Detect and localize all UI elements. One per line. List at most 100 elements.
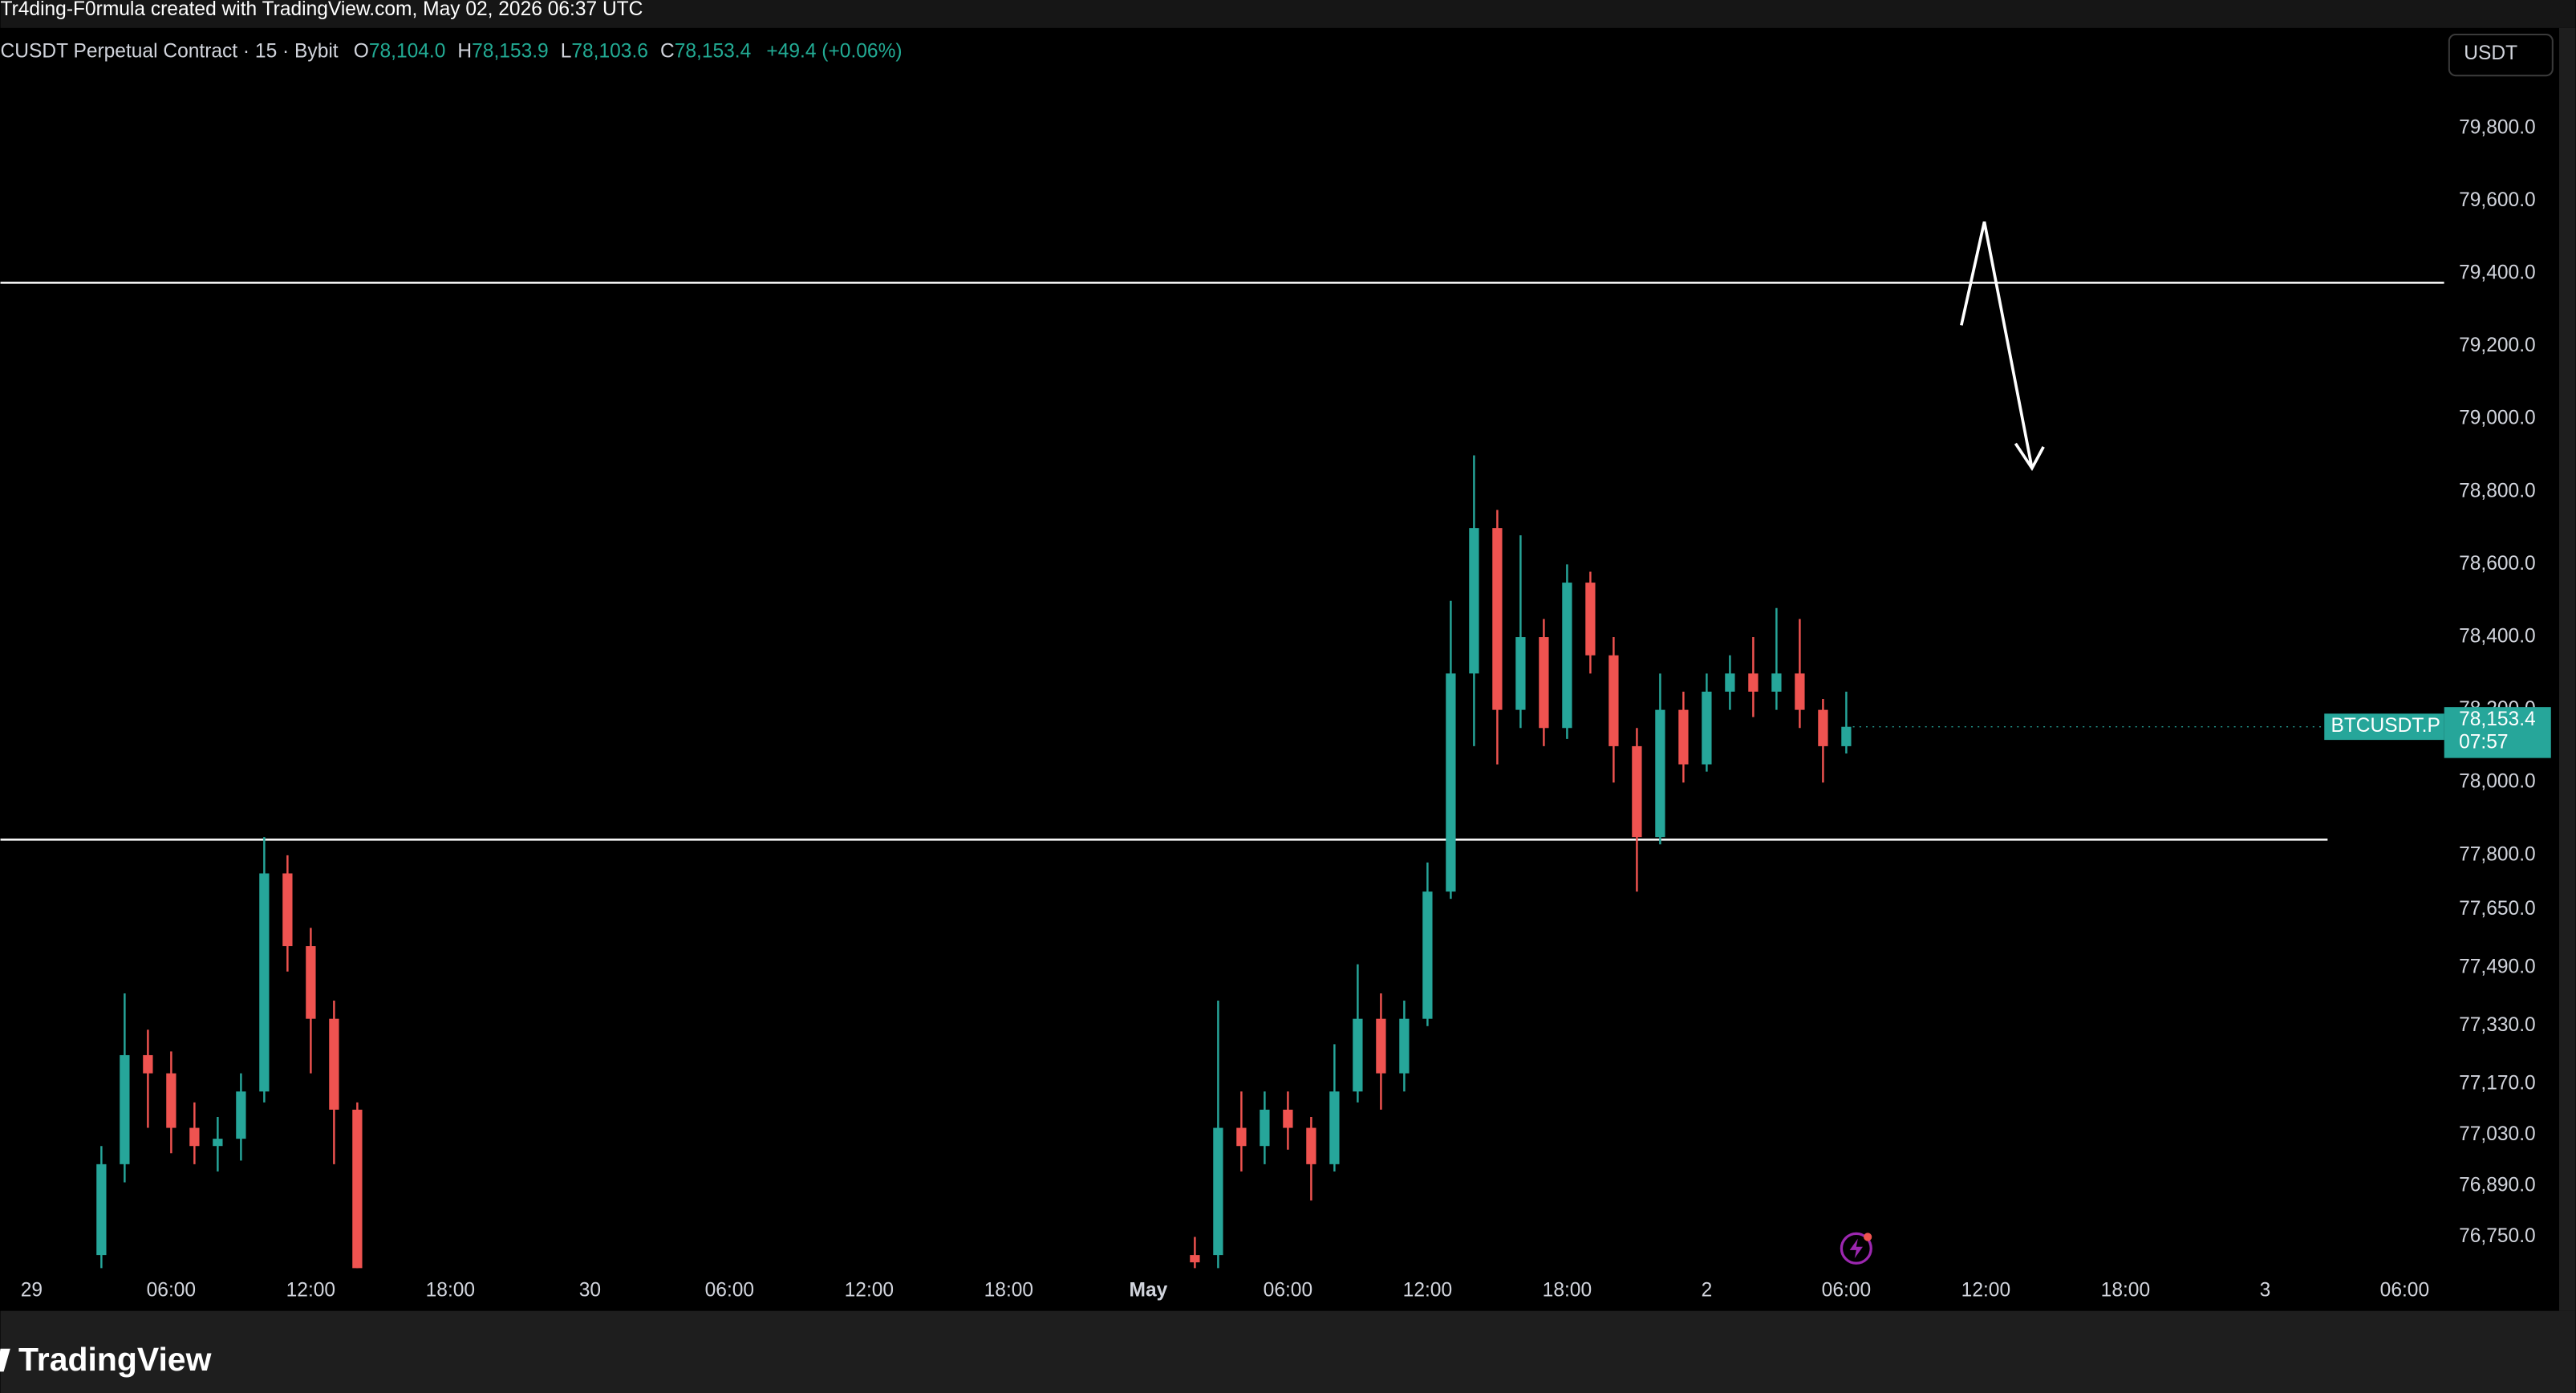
x-tick-label: 12:00	[1403, 1280, 1452, 1302]
x-tick-label: 12:00	[286, 1280, 335, 1302]
y-tick-label: 79,400.0	[2459, 262, 2536, 284]
y-tick-label: 77,800.0	[2459, 843, 2536, 865]
x-tick-label: 06:00	[705, 1280, 754, 1302]
candle-body	[96, 1164, 107, 1256]
y-tick-label: 79,000.0	[2459, 408, 2536, 429]
currency-button[interactable]	[2448, 33, 2554, 77]
candle-body	[1190, 1255, 1200, 1263]
legend-label: O	[354, 41, 369, 63]
candle-body	[1306, 1127, 1316, 1164]
candle-body	[306, 946, 316, 1019]
countdown-label: 07:57	[2459, 732, 2508, 753]
legend-value: 78,103.6	[571, 41, 648, 63]
y-tick-label: 77,650.0	[2459, 898, 2536, 920]
price-badge	[2444, 707, 2551, 758]
legend-value: 78,153.9	[472, 41, 549, 63]
y-tick-label: 78,000.0	[2459, 771, 2536, 793]
candle-body	[1469, 528, 1479, 674]
header-bar	[0, 0, 2576, 28]
candle-body	[259, 873, 270, 1092]
alert-bolt	[1849, 1238, 1864, 1259]
arrow-path	[1960, 221, 2034, 469]
candle-body	[1492, 528, 1503, 710]
candle-body	[1260, 1109, 1270, 1147]
x-tick-label: May	[1130, 1280, 1168, 1302]
header: Tr4ding-F0rmula created with TradingView…	[1, 0, 643, 20]
candle-body	[1678, 709, 1689, 765]
alert-icon[interactable]	[1840, 1232, 1872, 1265]
candle-body	[1632, 745, 1642, 838]
candle-body	[1446, 673, 1456, 892]
y-tick-label: 79,200.0	[2459, 335, 2536, 356]
y-tick-label: 77,030.0	[2459, 1123, 2536, 1145]
y-tick-label: 76,750.0	[2459, 1225, 2536, 1247]
candle-body	[1399, 1018, 1410, 1074]
y-tick-label: 77,490.0	[2459, 956, 2536, 978]
legend-value: 78,153.4	[675, 41, 752, 63]
candle-body	[1283, 1109, 1293, 1128]
x-tick-label: 29	[21, 1280, 43, 1302]
legend-change: +49.4 (+0.06%)	[766, 41, 902, 63]
candle-body	[1236, 1127, 1247, 1147]
candle-body	[1841, 726, 1852, 746]
candle-body	[1608, 655, 1619, 746]
candle-body	[352, 1109, 363, 1269]
candle-body	[1213, 1127, 1223, 1256]
y-tick-label: 79,600.0	[2459, 189, 2536, 211]
x-tick-label: 18:00	[984, 1280, 1033, 1302]
x-tick-label: 18:00	[426, 1280, 475, 1302]
footer-bar	[0, 1310, 2576, 1393]
y-tick-label: 79,800.0	[2459, 116, 2536, 138]
x-tick-label: 12:00	[1961, 1280, 2010, 1302]
x-tick-label: 2	[1702, 1280, 1713, 1302]
legend-label: C	[660, 41, 675, 63]
y-tick-label: 78,400.0	[2459, 626, 2536, 648]
symbol-badge	[2324, 713, 2444, 741]
candle-body	[1702, 691, 1712, 765]
y-tick-label: 78,600.0	[2459, 553, 2536, 575]
x-tick-label: 06:00	[147, 1280, 196, 1302]
candle-body	[166, 1073, 176, 1128]
y-tick-label: 77,170.0	[2459, 1073, 2536, 1094]
candle-body	[236, 1091, 246, 1139]
scroll-strip	[2559, 27, 2576, 1311]
candle-body	[282, 873, 293, 947]
candle-body	[1795, 673, 1805, 710]
candle-body	[120, 1054, 130, 1164]
x-tick-label: 3	[2260, 1280, 2271, 1302]
candle-body	[1655, 709, 1665, 838]
candle-body	[213, 1139, 223, 1147]
candle-body	[1515, 637, 1526, 710]
footer-logo: TradingView	[18, 1341, 212, 1378]
candle-body	[1376, 1018, 1386, 1074]
candle-body	[1329, 1091, 1340, 1164]
candle-body	[1585, 583, 1596, 656]
price-label: 78,153.4	[2459, 709, 2536, 730]
candle-body	[1818, 709, 1828, 746]
y-tick-label: 78,800.0	[2459, 480, 2536, 502]
x-tick-label: 12:00	[845, 1280, 894, 1302]
legend-label: L	[561, 41, 572, 63]
candle-body	[1748, 673, 1759, 692]
arrow-drawing	[1960, 221, 2045, 472]
alert-dot	[1864, 1233, 1872, 1241]
legend-label: H	[457, 41, 472, 63]
candle-body	[1725, 673, 1735, 692]
x-tick-label: 18:00	[2101, 1280, 2150, 1302]
y-tick-label: 77,330.0	[2459, 1014, 2536, 1036]
plot-area	[0, 282, 2444, 1269]
candle-body	[1422, 891, 1433, 1019]
legend-title: CUSDT Perpetual Contract · 15 · Bybit	[1, 41, 339, 63]
y-tick-label: 76,890.0	[2459, 1175, 2536, 1196]
symbol-label: BTCUSDT.P	[2331, 715, 2440, 737]
candle-body	[1353, 1018, 1363, 1092]
candle-body	[329, 1018, 339, 1110]
candle-body	[1771, 673, 1782, 692]
currency-label: USDT	[2464, 43, 2517, 64]
legend-value: 78,104.0	[369, 41, 446, 63]
logo-icon	[0, 1348, 10, 1372]
candle-body	[189, 1127, 200, 1147]
x-tick-label: 06:00	[1822, 1280, 1871, 1302]
x-tick-label: 06:00	[2380, 1280, 2429, 1302]
